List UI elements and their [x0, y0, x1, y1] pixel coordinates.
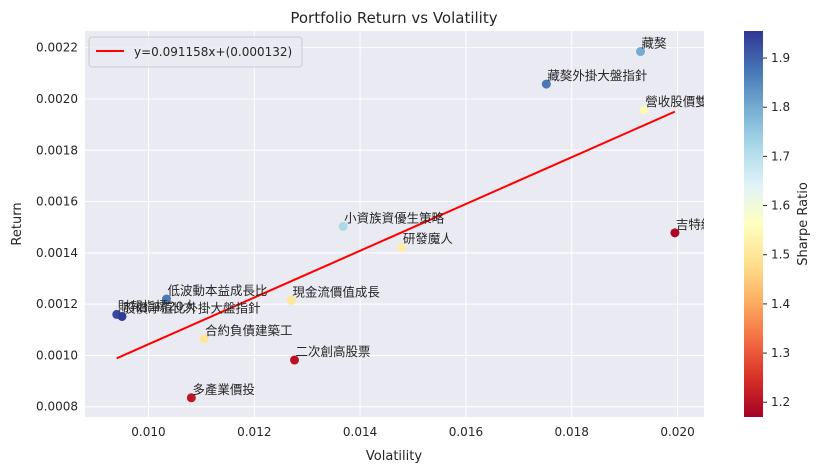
data-point	[117, 311, 127, 321]
point-label: 多產業價投	[192, 382, 255, 397]
legend-label: y=0.091158x+(0.000132)	[134, 45, 292, 59]
x-axis-label: Volatility	[366, 449, 422, 464]
y-tick-label: 0.0020	[36, 92, 78, 106]
data-point	[186, 393, 196, 403]
y-tick-label: 0.0014	[36, 246, 78, 260]
plot-area	[85, 31, 704, 417]
y-axis-label: Return	[10, 202, 25, 245]
x-tick-label: 0.014	[343, 425, 377, 439]
point-label: 現金流價值成長	[292, 284, 380, 299]
chart-title: Portfolio Return vs Volatility	[290, 9, 497, 27]
point-label: 股價淨值比外掛大盤指針	[123, 300, 261, 315]
point-label: 研發魔人	[403, 231, 454, 246]
colorbar-tick-label: 1.2	[771, 395, 790, 409]
x-tick-label: 0.018	[555, 425, 589, 439]
x-tick-label: 0.020	[660, 425, 694, 439]
colorbar-ticks: 1.2 1.3 1.4 1.5 1.6 1.7 1.8 1.9	[763, 51, 790, 409]
y-tick-label: 0.0022	[36, 41, 78, 55]
colorbar-tick-label: 1.4	[771, 297, 790, 311]
grid-lines	[85, 31, 704, 417]
data-point	[338, 221, 348, 231]
colorbar-tick-label: 1.8	[771, 100, 790, 114]
data-point	[397, 242, 407, 252]
colorbar-label: Sharpe Ratio	[796, 182, 811, 266]
colorbar-tick-label: 1.9	[771, 51, 790, 65]
colorbar-tick-label: 1.7	[771, 149, 790, 163]
point-label: 吉特納通道突破	[676, 217, 764, 232]
point-label: 低波動本益成長比	[167, 283, 267, 298]
trend-line	[116, 110, 676, 360]
data-point	[541, 79, 551, 89]
x-tick-label: 0.010	[131, 425, 165, 439]
point-label: 營收股價雙渦輪	[645, 94, 733, 109]
y-tick-label: 0.0010	[36, 348, 78, 362]
data-point	[639, 105, 649, 115]
data-point	[636, 47, 646, 57]
point-label: 藏獒外掛大盤指針	[547, 68, 648, 83]
data-points	[112, 47, 680, 403]
data-point	[290, 355, 300, 365]
data-point	[670, 228, 680, 238]
x-tick-label: 0.012	[237, 425, 271, 439]
data-point	[286, 295, 296, 305]
colorbar-tick-label: 1.3	[771, 346, 790, 360]
colorbar	[744, 31, 763, 417]
data-point	[161, 294, 171, 304]
colorbar-tick-label: 1.5	[771, 248, 790, 262]
point-label: 小資族資優生策略	[344, 210, 445, 225]
y-tick-label: 0.0018	[36, 143, 78, 157]
colorbar-tick-label: 1.6	[771, 199, 790, 213]
y-tick-label: 0.0008	[36, 400, 78, 414]
point-label: 藏獒	[642, 36, 668, 51]
point-label: 財報指標20大	[118, 298, 196, 313]
y-axis-ticks: 0.0008 0.0010 0.0012 0.0014 0.0016 0.0018 0.00…	[36, 41, 78, 414]
legend-box	[88, 36, 303, 68]
y-tick-label: 0.0012	[36, 297, 78, 311]
x-tick-label: 0.016	[449, 425, 483, 439]
y-tick-label: 0.0016	[36, 195, 78, 209]
point-label: 合約負債建築工	[205, 323, 293, 338]
x-axis-ticks: 0.010 0.012 0.014 0.016 0.018 0.020	[131, 425, 694, 439]
legend: y=0.091158x+(0.000132)	[88, 36, 303, 68]
data-point	[199, 334, 209, 344]
point-label: 二次創高股票	[296, 344, 371, 359]
